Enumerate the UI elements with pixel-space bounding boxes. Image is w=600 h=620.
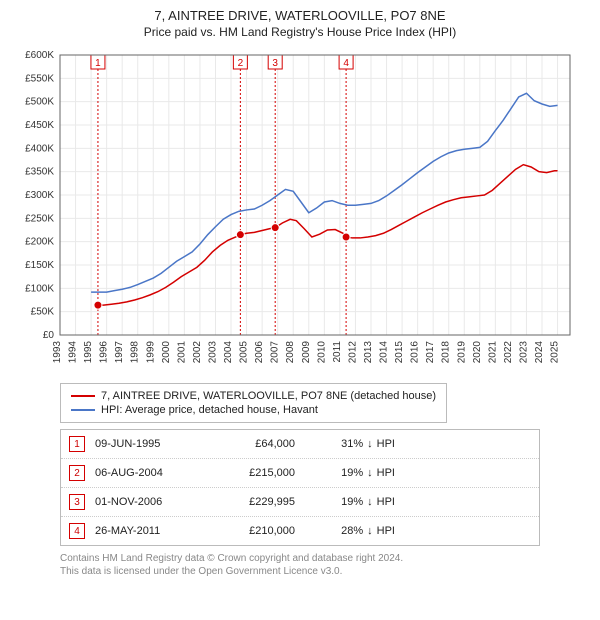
svg-text:2006: 2006 xyxy=(254,341,265,364)
svg-text:1998: 1998 xyxy=(130,341,141,364)
chart-title: 7, AINTREE DRIVE, WATERLOOVILLE, PO7 8NE xyxy=(10,8,590,23)
svg-text:2001: 2001 xyxy=(176,341,187,364)
svg-text:1993: 1993 xyxy=(52,341,63,364)
svg-text:2: 2 xyxy=(238,58,244,69)
svg-text:1996: 1996 xyxy=(99,341,110,364)
svg-text:1999: 1999 xyxy=(145,341,156,364)
legend-label-price: 7, AINTREE DRIVE, WATERLOOVILLE, PO7 8NE… xyxy=(101,390,436,402)
svg-text:1: 1 xyxy=(95,58,101,69)
arrow-down-icon: ↓ xyxy=(367,438,373,450)
transaction-price: £64,000 xyxy=(215,438,295,450)
legend: 7, AINTREE DRIVE, WATERLOOVILLE, PO7 8NE… xyxy=(60,383,447,423)
svg-text:3: 3 xyxy=(272,58,278,69)
transaction-marker: 2 xyxy=(69,465,85,481)
svg-text:£500K: £500K xyxy=(25,97,54,108)
transaction-date: 09-JUN-1995 xyxy=(95,438,205,450)
footer-line-2: This data is licensed under the Open Gov… xyxy=(60,565,586,578)
svg-text:2018: 2018 xyxy=(441,341,452,364)
transaction-diff: 31% ↓ HPI xyxy=(305,438,395,450)
legend-swatch-price xyxy=(71,395,95,397)
svg-text:2011: 2011 xyxy=(332,341,343,363)
svg-text:2016: 2016 xyxy=(410,341,421,364)
svg-text:4: 4 xyxy=(343,58,349,69)
chart-area: £0 £50K £100K £150K £200K £250K £300K £350K £400… xyxy=(10,45,590,375)
transaction-diff: 19% ↓ HPI xyxy=(305,467,395,479)
svg-text:2020: 2020 xyxy=(472,341,483,364)
svg-text:£50K: £50K xyxy=(31,307,55,318)
svg-text:2013: 2013 xyxy=(363,341,374,364)
arrow-down-icon: ↓ xyxy=(367,496,373,508)
svg-text:2025: 2025 xyxy=(550,341,561,364)
table-row: 4 26-MAY-2011 £210,000 28% ↓ HPI xyxy=(61,517,539,545)
transaction-diff: 19% ↓ HPI xyxy=(305,496,395,508)
svg-text:2012: 2012 xyxy=(347,341,358,364)
svg-text:2024: 2024 xyxy=(534,341,545,364)
table-row: 2 06-AUG-2004 £215,000 19% ↓ HPI xyxy=(61,459,539,488)
transaction-marker: 4 xyxy=(69,523,85,539)
line-chart: £0 £50K £100K £150K £200K £250K £300K £350K £400… xyxy=(10,45,582,375)
legend-label-hpi: HPI: Average price, detached house, Hava… xyxy=(101,404,318,416)
transaction-date: 01-NOV-2006 xyxy=(95,496,205,508)
svg-text:1995: 1995 xyxy=(83,341,94,364)
svg-text:2021: 2021 xyxy=(487,341,498,364)
svg-text:£350K: £350K xyxy=(25,167,54,178)
svg-text:2005: 2005 xyxy=(239,341,250,364)
svg-text:2014: 2014 xyxy=(379,341,390,364)
legend-swatch-hpi xyxy=(71,409,95,411)
table-row: 1 09-JUN-1995 £64,000 31% ↓ HPI xyxy=(61,430,539,459)
footer-line-1: Contains HM Land Registry data © Crown c… xyxy=(60,552,586,565)
svg-text:£0: £0 xyxy=(43,330,55,341)
svg-text:2004: 2004 xyxy=(223,341,234,364)
svg-text:2017: 2017 xyxy=(425,341,436,364)
svg-text:£400K: £400K xyxy=(25,143,54,154)
svg-text:2009: 2009 xyxy=(301,341,312,364)
transaction-date: 06-AUG-2004 xyxy=(95,467,205,479)
svg-text:£550K: £550K xyxy=(25,73,54,84)
svg-text:2003: 2003 xyxy=(207,341,218,364)
svg-text:£150K: £150K xyxy=(25,260,54,271)
svg-text:2019: 2019 xyxy=(456,341,467,364)
table-row: 3 01-NOV-2006 £229,995 19% ↓ HPI xyxy=(61,488,539,517)
transaction-diff: 28% ↓ HPI xyxy=(305,525,395,537)
legend-item-price: 7, AINTREE DRIVE, WATERLOOVILLE, PO7 8NE… xyxy=(71,390,436,402)
transaction-date: 26-MAY-2011 xyxy=(95,525,205,537)
svg-text:2015: 2015 xyxy=(394,341,405,364)
svg-text:2022: 2022 xyxy=(503,341,514,364)
svg-text:1997: 1997 xyxy=(114,341,125,364)
svg-text:1994: 1994 xyxy=(68,341,79,364)
svg-text:£250K: £250K xyxy=(25,213,54,224)
svg-text:2002: 2002 xyxy=(192,341,203,364)
transaction-marker: 3 xyxy=(69,494,85,510)
svg-text:£450K: £450K xyxy=(25,120,54,131)
svg-text:2000: 2000 xyxy=(161,341,172,364)
arrow-down-icon: ↓ xyxy=(367,467,373,479)
svg-text:£300K: £300K xyxy=(25,190,54,201)
svg-text:£600K: £600K xyxy=(25,50,54,61)
svg-text:£100K: £100K xyxy=(25,283,54,294)
svg-text:2023: 2023 xyxy=(518,341,529,364)
transaction-price: £229,995 xyxy=(215,496,295,508)
arrow-down-icon: ↓ xyxy=(367,525,373,537)
legend-item-hpi: HPI: Average price, detached house, Hava… xyxy=(71,404,436,416)
chart-subtitle: Price paid vs. HM Land Registry's House … xyxy=(10,25,590,39)
svg-text:2007: 2007 xyxy=(270,341,281,364)
transactions-table: 1 09-JUN-1995 £64,000 31% ↓ HPI 2 06-AUG-2004… xyxy=(60,429,540,546)
transaction-price: £210,000 xyxy=(215,525,295,537)
svg-text:2008: 2008 xyxy=(285,341,296,364)
svg-text:£200K: £200K xyxy=(25,237,54,248)
svg-text:2010: 2010 xyxy=(316,341,327,364)
transaction-price: £215,000 xyxy=(215,467,295,479)
footer-attribution: Contains HM Land Registry data © Crown c… xyxy=(60,552,586,578)
transaction-marker: 1 xyxy=(69,436,85,452)
